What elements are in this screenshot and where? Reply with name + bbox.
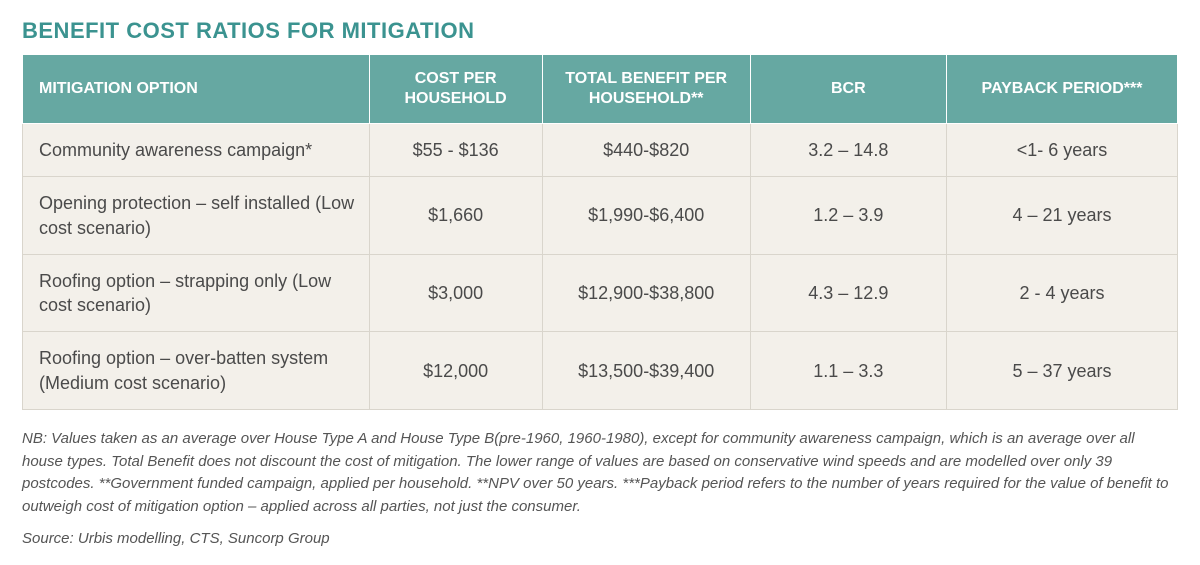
table-row: Community awareness campaign* $55 - $136… (23, 124, 1178, 177)
table-row: Roofing option – strapping only (Low cos… (23, 254, 1178, 332)
col-header-cost: COST PER HOUSEHOLD (369, 55, 542, 124)
footnote: NB: Values taken as an average over Hous… (22, 428, 1178, 518)
cell-bcr: 1.2 – 3.9 (750, 177, 946, 255)
page-title: BENEFIT COST RATIOS FOR MITIGATION (22, 18, 1178, 44)
cell-benefit: $440-$820 (542, 124, 750, 177)
cell-cost: $12,000 (369, 332, 542, 410)
cell-payback: 2 - 4 years (946, 254, 1177, 332)
source-line: Source: Urbis modelling, CTS, Suncorp Gr… (22, 530, 1178, 547)
cell-cost: $1,660 (369, 177, 542, 255)
cell-cost: $3,000 (369, 254, 542, 332)
cell-option: Roofing option – strapping only (Low cos… (23, 254, 370, 332)
cell-benefit: $1,990-$6,400 (542, 177, 750, 255)
cell-bcr: 3.2 – 14.8 (750, 124, 946, 177)
cell-payback: <1- 6 years (946, 124, 1177, 177)
col-header-payback: PAYBACK PERIOD*** (946, 55, 1177, 124)
table-row: Roofing option – over-batten system (Med… (23, 332, 1178, 410)
col-header-bcr: BCR (750, 55, 946, 124)
col-header-option: MITIGATION OPTION (23, 55, 370, 124)
cell-payback: 5 – 37 years (946, 332, 1177, 410)
cell-bcr: 4.3 – 12.9 (750, 254, 946, 332)
bcr-table: MITIGATION OPTION COST PER HOUSEHOLD TOT… (22, 54, 1178, 410)
cell-option: Roofing option – over-batten system (Med… (23, 332, 370, 410)
cell-payback: 4 – 21 years (946, 177, 1177, 255)
table-row: Opening protection – self installed (Low… (23, 177, 1178, 255)
col-header-benefit: TOTAL BENEFIT PER HOUSEHOLD** (542, 55, 750, 124)
cell-option: Opening protection – self installed (Low… (23, 177, 370, 255)
cell-benefit: $12,900-$38,800 (542, 254, 750, 332)
cell-benefit: $13,500-$39,400 (542, 332, 750, 410)
cell-option: Community awareness campaign* (23, 124, 370, 177)
cell-cost: $55 - $136 (369, 124, 542, 177)
cell-bcr: 1.1 – 3.3 (750, 332, 946, 410)
table-header-row: MITIGATION OPTION COST PER HOUSEHOLD TOT… (23, 55, 1178, 124)
